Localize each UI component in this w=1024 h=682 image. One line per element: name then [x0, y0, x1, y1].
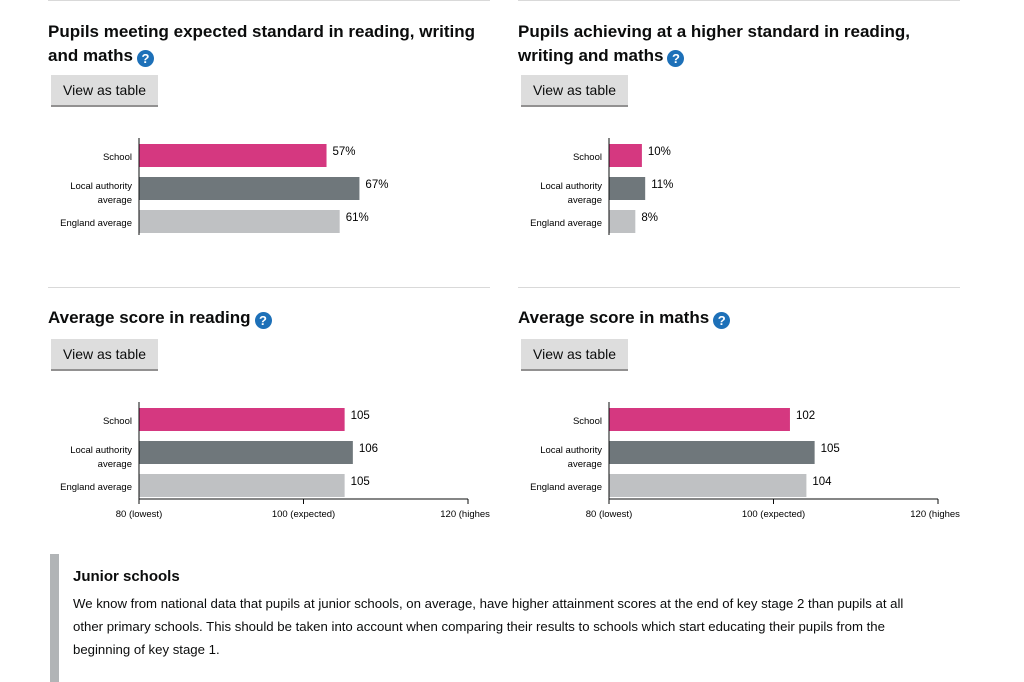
data-label: 8% — [641, 212, 658, 224]
bar-local-authority — [139, 177, 360, 200]
data-label: 67% — [365, 179, 388, 191]
chart-panel-reading-score: Average score in reading? View as table … — [48, 306, 490, 541]
view-as-table-button[interactable]: View as table — [521, 75, 629, 107]
chart-panel-expected-standard: Pupils meeting expected standard in read… — [48, 18, 490, 283]
category-england: England average — [60, 218, 132, 229]
data-label: 105 — [351, 410, 370, 422]
category-local-authority: Local authority average — [70, 181, 132, 206]
bar-school — [139, 144, 327, 167]
category-school: School — [103, 152, 132, 163]
note-body: We know from national data that pupils a… — [73, 596, 904, 657]
junior-schools-note: Junior schools We know from national dat… — [50, 554, 959, 682]
bar-school — [609, 144, 642, 167]
data-label: 61% — [346, 212, 369, 224]
chart-title: Average score in maths? — [518, 306, 958, 330]
x-tick-label: 100 (expected) — [272, 509, 335, 520]
x-tick-label: 120 (highest) — [440, 509, 490, 520]
bar-chart: 57% School 67% Local authority average 61% Eng… — [60, 138, 388, 235]
bar-chart: 102 School 105 Local authority average 104 Eng… — [530, 402, 960, 520]
bar-local-authority — [139, 441, 353, 464]
view-as-table-button[interactable]: View as table — [51, 75, 159, 107]
divider — [48, 0, 490, 1]
category-england: England average — [530, 218, 602, 229]
category-local-authority: Local authority average — [540, 181, 602, 206]
chart-panel-higher-standard: Pupils achieving at a higher standard in… — [518, 18, 960, 283]
help-icon[interactable]: ? — [137, 50, 155, 67]
category-school: School — [573, 416, 602, 427]
divider — [518, 0, 960, 1]
data-label: 106 — [359, 443, 378, 455]
bar-school — [609, 408, 790, 431]
divider — [518, 287, 960, 288]
category-england: England average — [60, 482, 132, 493]
bar-england — [139, 210, 340, 233]
category-school: School — [103, 416, 132, 427]
category-school: School — [573, 152, 602, 163]
bar-chart: 105 School 106 Local authority average 105 Eng… — [60, 402, 490, 520]
bar-local-authority — [609, 441, 815, 464]
chart-panel-maths-score: Average score in maths? View as table 10… — [518, 306, 960, 541]
data-label: 102 — [796, 410, 815, 422]
data-label: 105 — [821, 443, 840, 455]
view-as-table-button[interactable]: View as table — [51, 339, 159, 371]
data-label: 104 — [812, 476, 832, 488]
category-local-authority: Local authority average — [70, 445, 132, 470]
data-label: 11% — [651, 179, 673, 191]
data-label: 105 — [351, 476, 370, 488]
x-tick-label: 80 (lowest) — [116, 509, 162, 520]
category-england: England average — [530, 482, 602, 493]
data-label: 57% — [333, 146, 356, 158]
bar-chart: 10% School 11% Local authority average 8% Engl… — [530, 138, 673, 235]
bar-england — [139, 474, 345, 497]
view-as-table-button[interactable]: View as table — [521, 339, 629, 371]
bar-england — [609, 210, 636, 233]
help-icon[interactable]: ? — [667, 50, 685, 67]
note-title: Junior schools — [73, 568, 180, 585]
bar-school — [139, 408, 345, 431]
x-tick-label: 80 (lowest) — [586, 509, 632, 520]
chart-title: Average score in reading? — [48, 306, 488, 330]
bar-local-authority — [609, 177, 646, 200]
help-icon[interactable]: ? — [254, 312, 272, 329]
chart-title: Pupils meeting expected standard in read… — [48, 22, 475, 67]
x-tick-label: 120 (highest) — [910, 509, 960, 520]
chart-title: Pupils achieving at a higher standard in… — [518, 22, 911, 67]
category-local-authority: Local authority average — [540, 445, 602, 470]
bar-england — [609, 474, 807, 497]
x-tick-label: 100 (expected) — [742, 509, 805, 520]
data-label: 10% — [648, 146, 671, 158]
help-icon[interactable]: ? — [713, 312, 731, 329]
divider — [48, 287, 490, 288]
